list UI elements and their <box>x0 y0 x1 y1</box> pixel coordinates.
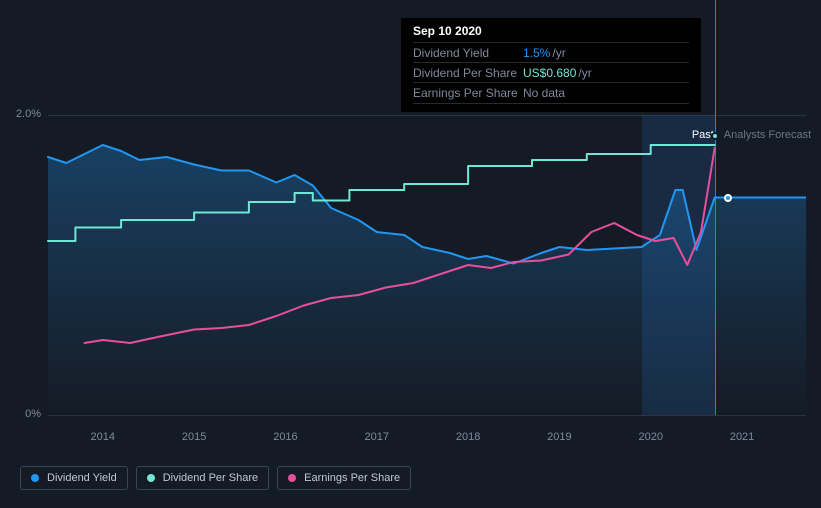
tooltip-row-value: No data <box>523 86 565 100</box>
legend-item-dividend-yield[interactable]: Dividend Yield <box>20 466 128 490</box>
future-point-dot <box>724 194 732 202</box>
tooltip-row-value: 1.5% <box>523 46 550 60</box>
legend-item-earnings-per-share[interactable]: Earnings Per Share <box>277 466 411 490</box>
x-tick-label: 2020 <box>638 431 662 443</box>
chart-legend: Dividend Yield Dividend Per Share Earnings… <box>20 466 411 490</box>
tooltip-row-unit: /yr <box>552 46 565 60</box>
x-tick-label: 2016 <box>273 431 297 443</box>
tooltip-row-unit: /yr <box>578 66 591 80</box>
x-tick-label: 2021 <box>730 431 754 443</box>
tooltip-title: Sep 10 2020 <box>413 24 689 42</box>
annotation-forecast: Analysts Forecast <box>724 129 811 141</box>
hover-tooltip: Sep 10 2020 Dividend Yield1.5% /yrDivide… <box>401 18 701 112</box>
legend-dot-icon <box>31 474 39 482</box>
tooltip-row-value: US$0.680 <box>523 66 576 80</box>
dividend-chart: 0%2.0% 20142015201620172018201920202021 … <box>0 0 821 508</box>
tooltip-row-label: Dividend Yield <box>413 46 523 60</box>
legend-item-dividend-per-share[interactable]: Dividend Per Share <box>136 466 269 490</box>
x-tick-label: 2018 <box>456 431 480 443</box>
dividend-yield-area <box>48 145 806 415</box>
y-tick-label: 2.0% <box>1 108 41 120</box>
tooltip-row-label: Dividend Per Share <box>413 66 523 80</box>
legend-dot-icon <box>147 474 155 482</box>
x-tick-label: 2014 <box>91 431 115 443</box>
legend-label: Dividend Per Share <box>163 472 258 484</box>
tooltip-row: Earnings Per ShareNo data <box>413 82 689 104</box>
forecast-split-dot <box>711 132 719 140</box>
y-tick-label: 0% <box>1 408 41 420</box>
tooltip-row: Dividend Per ShareUS$0.680 /yr <box>413 62 689 82</box>
legend-label: Earnings Per Share <box>304 472 400 484</box>
x-tick-label: 2019 <box>547 431 571 443</box>
legend-label: Dividend Yield <box>47 472 117 484</box>
x-tick-label: 2015 <box>182 431 206 443</box>
tooltip-row: Dividend Yield1.5% /yr <box>413 42 689 62</box>
tooltip-row-label: Earnings Per Share <box>413 86 523 100</box>
x-tick-label: 2017 <box>365 431 389 443</box>
legend-dot-icon <box>288 474 296 482</box>
